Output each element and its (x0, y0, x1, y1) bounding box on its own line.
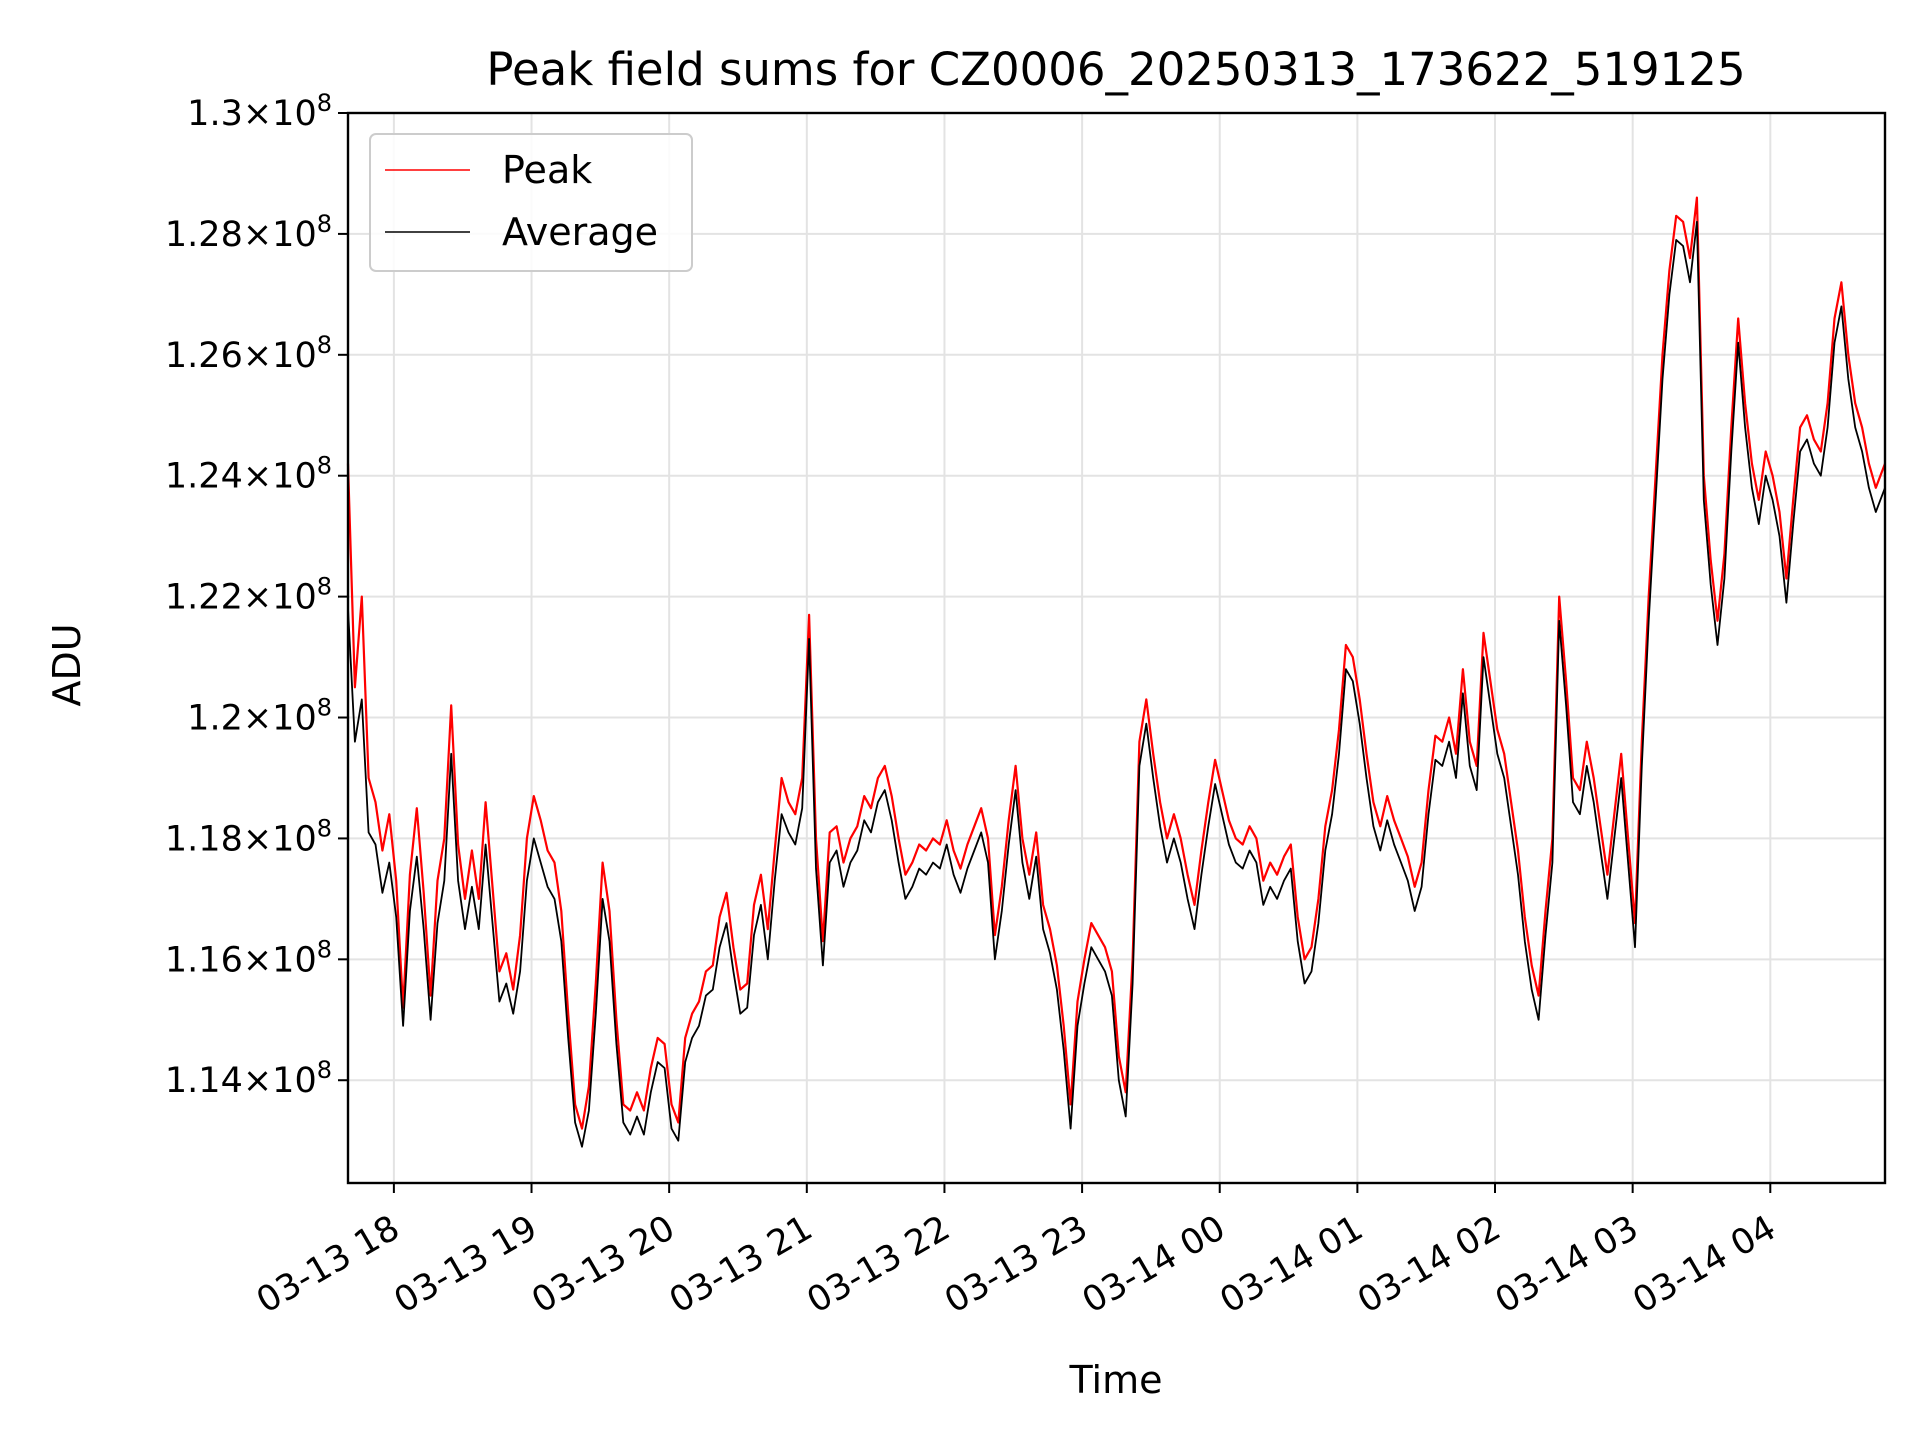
y-tick-mantissa: 1.22 (165, 578, 243, 618)
y-tick-exponent: 8 (317, 210, 332, 238)
y-tick-label: 1.28×108 (165, 210, 332, 255)
series-line-average (347, 220, 1886, 1148)
y-tick-label: 1.3×108 (187, 89, 332, 134)
legend-box (369, 133, 693, 272)
y-tick-mantissa: 1.26 (165, 336, 243, 376)
y-tick-label: 1.26×108 (165, 331, 332, 376)
y-tick-label: 1.24×108 (165, 452, 332, 497)
y-tick-exponent: 8 (317, 89, 332, 117)
legend-label-peak: Peak (502, 148, 592, 192)
y-axis: 1.14×1081.16×1081.18×1081.2×1081.22×1081… (165, 89, 348, 1101)
plot-frame (346, 111, 1887, 1185)
y-tick-exponent: 8 (317, 331, 332, 359)
y-tick-exponent: 8 (317, 573, 332, 601)
series-layer (346, 196, 1887, 1148)
y-tick-times: ×10 (243, 215, 317, 255)
y-tick-mantissa: 1.2 (187, 699, 243, 739)
y-tick-label: 1.18×108 (165, 814, 332, 859)
legend-label-average: Average (502, 210, 658, 254)
y-tick-mantissa: 1.18 (165, 819, 243, 859)
y-tick-times: ×10 (243, 819, 317, 859)
y-tick-times: ×10 (243, 578, 317, 618)
x-axis-label: Time (1069, 1358, 1163, 1402)
y-tick-mantissa: 1.3 (187, 94, 243, 134)
y-axis-label: ADU (45, 623, 89, 706)
chart-title: Peak field sums for CZ0006_20250313_1736… (486, 43, 1745, 96)
y-tick-label: 1.2×108 (187, 694, 332, 739)
y-tick-times: ×10 (243, 699, 317, 739)
y-tick-mantissa: 1.16 (165, 940, 243, 980)
y-tick-exponent: 8 (317, 935, 332, 963)
y-tick-label: 1.22×108 (165, 573, 332, 618)
y-tick-exponent: 8 (317, 1056, 332, 1084)
y-tick-times: ×10 (243, 940, 317, 980)
y-tick-times: ×10 (243, 94, 317, 134)
y-tick-times: ×10 (243, 1061, 317, 1101)
y-tick-label: 1.16×108 (165, 935, 332, 980)
legend: Peak Average (369, 133, 693, 272)
series-line-peak (346, 196, 1887, 1130)
y-tick-mantissa: 1.14 (165, 1061, 243, 1101)
y-tick-mantissa: 1.24 (165, 457, 243, 497)
y-tick-exponent: 8 (317, 814, 332, 842)
y-tick-times: ×10 (243, 336, 317, 376)
y-tick-label: 1.14×108 (165, 1056, 332, 1101)
y-tick-mantissa: 1.28 (165, 215, 243, 255)
y-tick-exponent: 8 (317, 694, 332, 722)
y-tick-times: ×10 (243, 457, 317, 497)
y-tick-exponent: 8 (317, 452, 332, 480)
